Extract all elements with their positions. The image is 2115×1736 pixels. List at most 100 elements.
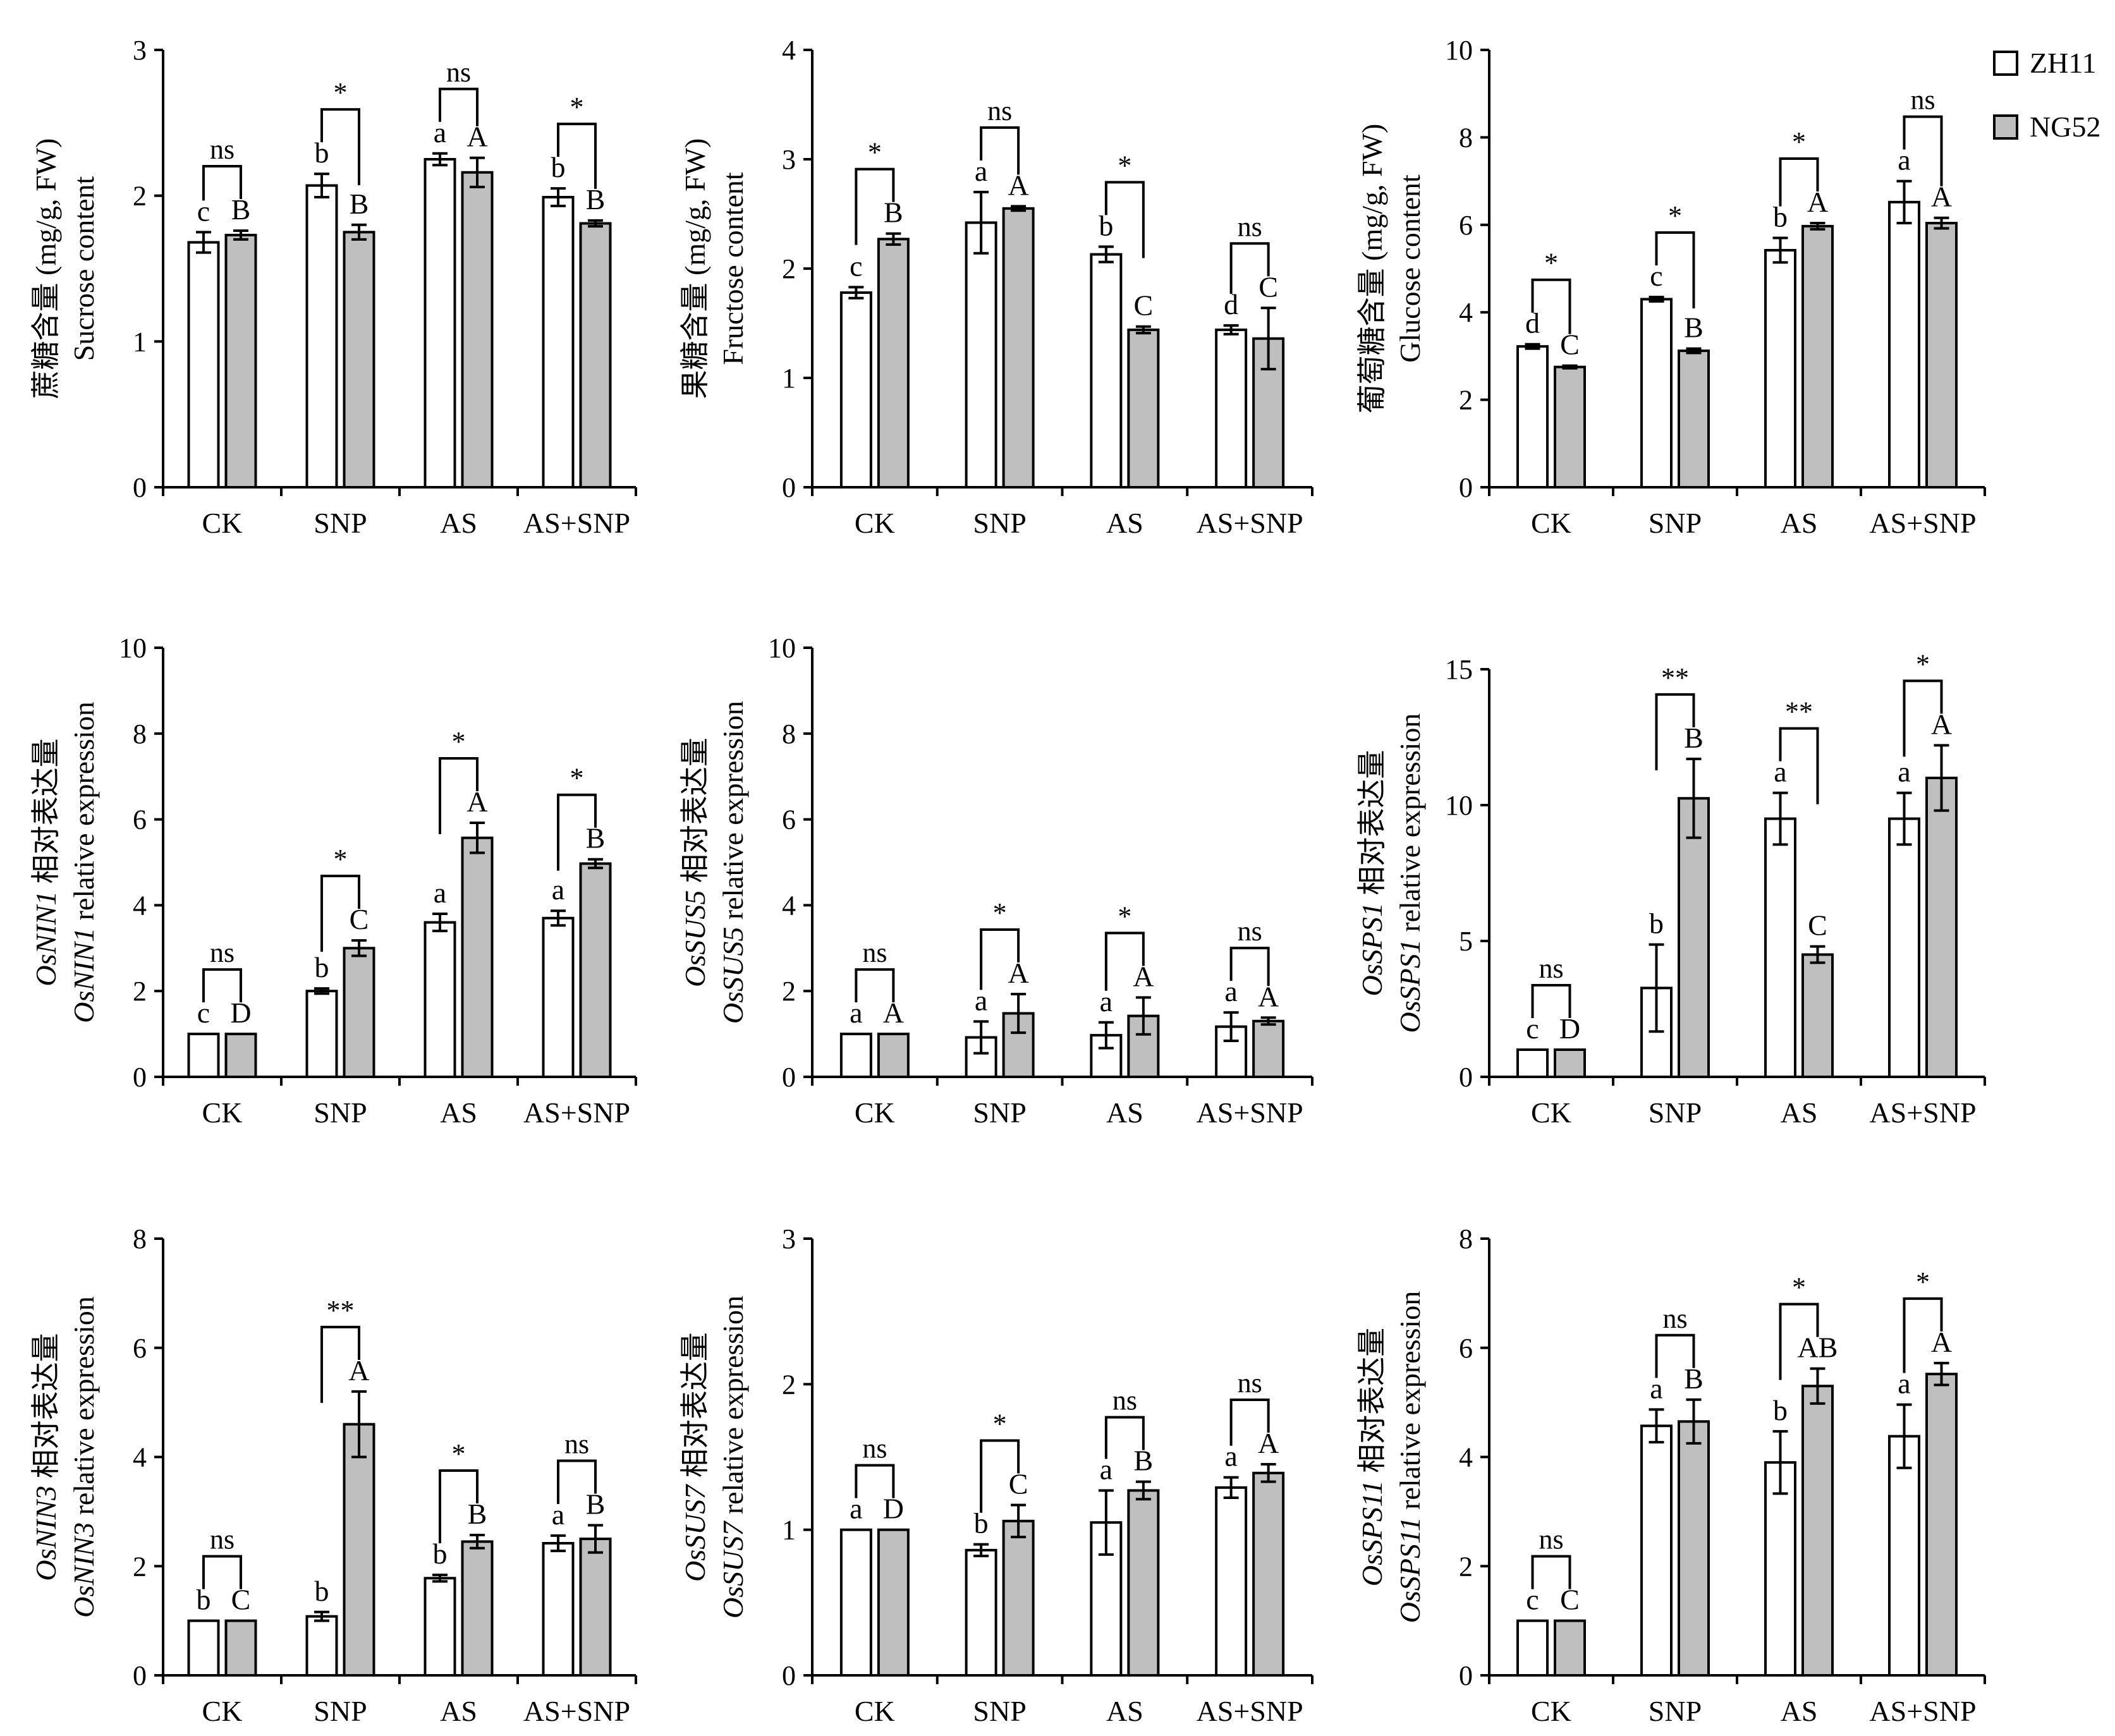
gene-name: OsNIN3 (68, 1522, 100, 1618)
significance-bracket (1655, 231, 1695, 308)
gene-name: OsSPS1 (1356, 902, 1388, 996)
y-tick-label: 6 (1459, 1333, 1473, 1364)
bar-zh11 (305, 990, 338, 1078)
x-category-label: CK (1531, 507, 1571, 539)
y-tick-label: 8 (782, 719, 796, 750)
gene-name: OsSUS5 (717, 927, 749, 1024)
y-tick-label: 4 (782, 890, 796, 921)
x-category-label: CK (855, 1695, 895, 1727)
y-label-en: relative expression (717, 1296, 749, 1522)
y-label-cn: 相对表达量 (1356, 1328, 1388, 1481)
significance-bracket (1104, 1416, 1145, 1459)
y-label-cn: 相对表达量 (30, 738, 62, 891)
y-axis-label-line1: OsNIN1 相对表达量 (30, 738, 62, 986)
bar-zh11 (542, 195, 575, 489)
significance-letter: d (1525, 307, 1540, 339)
significance-letter: b (315, 951, 329, 983)
legend-label: NG52 (2030, 111, 2100, 143)
significance-letter: a (975, 155, 987, 187)
bar-zh11 (1215, 328, 1248, 489)
significance-mark: ns (1238, 916, 1262, 947)
y-tick-label: 0 (782, 1660, 796, 1691)
significance-bracket (1655, 1333, 1695, 1378)
y-tick-label: 0 (1459, 472, 1473, 503)
bar-ng52 (579, 1538, 612, 1677)
significance-letter: c (197, 195, 210, 227)
bar-ng52 (877, 238, 910, 489)
y-label-cn: 相对表达量 (679, 737, 711, 890)
y-tick-label: 2 (782, 976, 796, 1007)
gene-name: OsNIN1 (68, 928, 100, 1023)
y-label-cn: 相对表达量 (30, 1333, 62, 1486)
significance-letter: b (315, 1575, 329, 1607)
significance-mark: * (570, 92, 584, 123)
y-label-en: relative expression (717, 701, 749, 927)
y-tick-label: 1 (133, 326, 147, 357)
x-category-label: AS (1106, 507, 1143, 539)
significance-bracket (1779, 157, 1819, 207)
bar-zh11 (1764, 248, 1796, 489)
y-tick-label: 0 (782, 472, 796, 503)
x-category-label: SNP (973, 507, 1026, 539)
bar-ng52 (1002, 207, 1035, 489)
significance-mark: ns (987, 95, 1012, 126)
significance-bracket (1903, 115, 1943, 186)
y-tick-label: 2 (782, 1369, 796, 1400)
y-axis-label-line2: OsSPS1 relative expression (1394, 713, 1426, 1033)
significance-letter: c (850, 250, 862, 282)
bar-zh11 (424, 1577, 456, 1677)
x-category-label: CK (202, 1096, 243, 1129)
y-tick-label: 4 (1459, 1442, 1473, 1473)
y-axis-label-line1: OsSPS11 相对表达量 (1356, 1328, 1388, 1586)
bar-zh11 (187, 1619, 220, 1677)
y-axis-label-line2: Glucose content (1394, 174, 1426, 363)
bar-ng52 (1554, 1048, 1586, 1078)
y-label-en: relative expression (1394, 713, 1426, 940)
bar-ng52 (1678, 349, 1710, 489)
significance-bracket (1655, 693, 1695, 770)
bar-ng52 (1554, 365, 1586, 489)
y-tick-label: 8 (133, 719, 147, 750)
y-tick-label: 4 (133, 1442, 147, 1473)
bar-zh11 (305, 184, 338, 489)
significance-mark: ns (210, 937, 235, 968)
y-tick-label: 4 (133, 890, 147, 921)
bar-zh11 (839, 1528, 872, 1677)
y-tick-label: 2 (133, 976, 147, 1007)
significance-mark: ** (1661, 662, 1689, 693)
significance-letter: c (197, 997, 210, 1029)
bar-ng52 (343, 231, 375, 489)
y-axis-label-line2: OsNIN3 relative expression (68, 1296, 100, 1617)
y-tick-label: 4 (782, 35, 796, 66)
legend-swatch-zh11 (1993, 51, 2018, 76)
significance-letter: a (1224, 975, 1237, 1007)
significance-bracket (1104, 181, 1145, 258)
significance-bracket (1229, 947, 1270, 986)
significance-bracket (557, 123, 597, 189)
x-category-label: AS+SNP (1197, 507, 1303, 539)
bar-zh11 (1888, 1435, 1920, 1677)
significance-mark: * (452, 1438, 466, 1469)
y-axis-label-line1: 蔗糖含量 (mg/g, FW) (30, 138, 62, 399)
y-axis-label-line2: Sucrose content (68, 176, 100, 361)
significance-mark: ns (1539, 953, 1563, 984)
significance-mark: ns (1910, 85, 1935, 116)
significance-letter: b (974, 1507, 989, 1539)
significance-bracket (1531, 984, 1571, 1018)
significance-letter: d (1224, 288, 1238, 320)
bar-zh11 (187, 241, 220, 489)
significance-bracket (439, 757, 478, 835)
significance-letter: C (1134, 289, 1154, 322)
significance-letter: B (1684, 312, 1704, 344)
y-axis-label-line2: Fructose content (717, 172, 749, 365)
bar-ng52 (1925, 1373, 1958, 1677)
significance-mark: * (1792, 1272, 1806, 1303)
y-axis-label-line2: OsSUS5 relative expression (717, 701, 749, 1024)
significance-mark: ns (1539, 1524, 1563, 1555)
y-tick-label: 6 (133, 804, 147, 835)
y-tick-label: 10 (1445, 35, 1473, 66)
significance-mark: ns (210, 134, 235, 165)
